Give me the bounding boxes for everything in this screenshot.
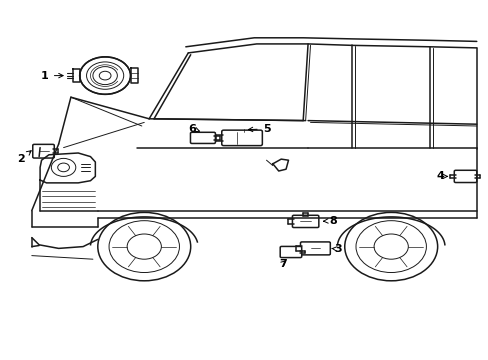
FancyBboxPatch shape: [292, 215, 318, 228]
FancyBboxPatch shape: [190, 132, 215, 143]
Text: 7: 7: [278, 258, 286, 269]
Circle shape: [80, 57, 130, 94]
FancyBboxPatch shape: [453, 170, 476, 183]
Text: 6: 6: [188, 123, 199, 134]
FancyBboxPatch shape: [300, 242, 330, 255]
FancyBboxPatch shape: [280, 246, 301, 258]
Text: 4: 4: [435, 171, 447, 181]
Text: 5: 5: [248, 124, 270, 134]
Text: 1: 1: [41, 71, 63, 81]
FancyBboxPatch shape: [33, 144, 54, 158]
Text: 8: 8: [323, 216, 337, 226]
Text: 3: 3: [331, 244, 342, 254]
FancyBboxPatch shape: [222, 130, 262, 145]
Text: 2: 2: [17, 151, 31, 164]
